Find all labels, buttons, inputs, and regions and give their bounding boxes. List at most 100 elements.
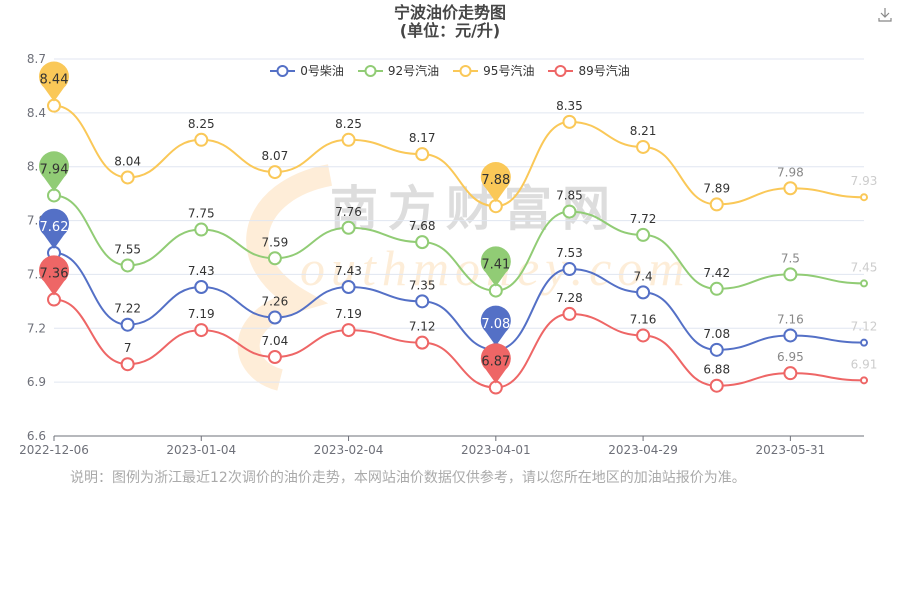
data-label: 8.17 (409, 131, 436, 145)
data-point[interactable] (267, 251, 282, 266)
legend-item[interactable]: 0号柴油 (270, 62, 344, 79)
data-point[interactable] (709, 378, 724, 393)
data-point[interactable] (562, 262, 577, 277)
svg-text:8.44: 8.44 (40, 73, 69, 88)
data-point[interactable] (860, 279, 868, 288)
data-point[interactable] (415, 147, 430, 162)
data-point[interactable] (194, 323, 209, 338)
data-label: 7.22 (114, 302, 141, 316)
x-tick-label: 2023-04-01 (461, 443, 531, 457)
series-line (53, 298, 865, 389)
data-point[interactable] (562, 114, 577, 129)
data-label: 7.53 (556, 246, 583, 260)
data-label: 7.45 (851, 260, 878, 274)
data-point[interactable] (860, 338, 868, 347)
chart-title-line1: 宁波油价走势图 (393, 3, 506, 22)
data-point[interactable] (120, 357, 135, 372)
data-point[interactable] (783, 267, 798, 282)
pin-marker: 6.87 (480, 343, 511, 384)
y-tick-label: 6.9 (27, 375, 46, 389)
data-label: 7.59 (262, 235, 289, 249)
data-point[interactable] (194, 132, 209, 147)
data-point[interactable] (860, 376, 868, 385)
pin-marker: 7.08 (480, 305, 511, 346)
data-point[interactable] (194, 222, 209, 237)
data-point[interactable] (415, 294, 430, 309)
data-point[interactable] (562, 306, 577, 321)
data-point[interactable] (267, 310, 282, 325)
legend-line-circle-icon (357, 64, 383, 77)
data-label: 7.26 (262, 295, 289, 309)
x-tick-label: 2023-02-04 (314, 443, 384, 457)
legend-line-circle-icon (270, 64, 296, 77)
data-point[interactable] (194, 279, 209, 294)
data-label: 8.07 (262, 149, 289, 163)
data-point[interactable] (709, 342, 724, 357)
data-label: 7.12 (851, 320, 878, 334)
svg-text:7.08: 7.08 (481, 317, 510, 332)
data-label: 7.12 (409, 320, 436, 334)
data-label: 8.25 (335, 117, 362, 131)
data-label: 7.76 (335, 205, 362, 219)
svg-text:6.87: 6.87 (481, 355, 510, 370)
data-label: 8.04 (114, 154, 141, 168)
data-label: 8.25 (188, 117, 215, 131)
data-label: 7.16 (630, 312, 657, 326)
data-point[interactable] (415, 335, 430, 350)
data-label: 7.19 (335, 307, 362, 321)
data-point[interactable] (783, 181, 798, 196)
data-point[interactable] (120, 170, 135, 185)
x-tick-label: 2023-05-31 (755, 443, 825, 457)
data-point[interactable] (120, 258, 135, 273)
data-label: 7.35 (409, 278, 436, 292)
data-point[interactable] (120, 317, 135, 332)
data-label: 7.93 (851, 174, 878, 188)
pin-marker: 7.62 (39, 208, 69, 249)
data-label: 6.91 (851, 357, 878, 371)
data-point[interactable] (341, 279, 356, 294)
data-point[interactable] (636, 285, 651, 300)
svg-text:7.94: 7.94 (40, 162, 69, 177)
data-point[interactable] (709, 281, 724, 296)
data-label: 7.16 (777, 312, 804, 326)
data-point[interactable] (341, 220, 356, 235)
pin-marker: 7.88 (480, 162, 511, 203)
data-point[interactable] (562, 204, 577, 219)
data-label: 8.21 (630, 124, 657, 138)
data-point[interactable] (783, 328, 798, 343)
data-point[interactable] (709, 197, 724, 212)
pin-marker: 8.44 (39, 61, 69, 102)
y-tick-label: 8.4 (27, 106, 46, 120)
svg-text:7.62: 7.62 (40, 220, 69, 235)
data-label: 7.04 (262, 334, 289, 348)
download-icon[interactable] (876, 6, 894, 24)
legend-item[interactable]: 92号汽油 (357, 62, 440, 79)
x-tick-label: 2023-01-04 (166, 443, 236, 457)
data-label: 7.5 (781, 251, 800, 265)
data-point[interactable] (415, 235, 430, 250)
data-point[interactable] (636, 227, 651, 242)
chart-note: 说明：图例为浙江最近12次调价的油价走势，本网站油价数据仅供参考，请以您所在地区… (70, 470, 746, 486)
legend-label: 0号柴油 (300, 64, 344, 78)
data-label: 7.4 (634, 269, 653, 283)
data-label: 7.42 (703, 266, 730, 280)
legend-item[interactable]: 95号汽油 (453, 62, 534, 79)
data-point[interactable] (267, 165, 282, 180)
legend-item[interactable]: 89号汽油 (548, 62, 630, 79)
data-point[interactable] (341, 132, 356, 147)
data-point[interactable] (636, 139, 651, 154)
data-point[interactable] (860, 193, 868, 202)
data-label: 7.98 (777, 165, 804, 179)
legend-label: 92号汽油 (387, 64, 440, 78)
data-point[interactable] (636, 328, 651, 343)
data-label: 7.85 (556, 189, 583, 203)
data-label: 7.08 (703, 327, 730, 341)
data-point[interactable] (783, 366, 798, 381)
data-point[interactable] (341, 323, 356, 338)
chart-title: 宁波油价走势图 (单位：元/升) (0, 4, 900, 40)
data-label: 7.68 (409, 219, 436, 233)
data-label: 7.55 (114, 242, 141, 256)
data-label: 7.19 (188, 307, 215, 321)
y-tick-label: 8.7 (27, 52, 46, 66)
data-point[interactable] (267, 350, 282, 365)
